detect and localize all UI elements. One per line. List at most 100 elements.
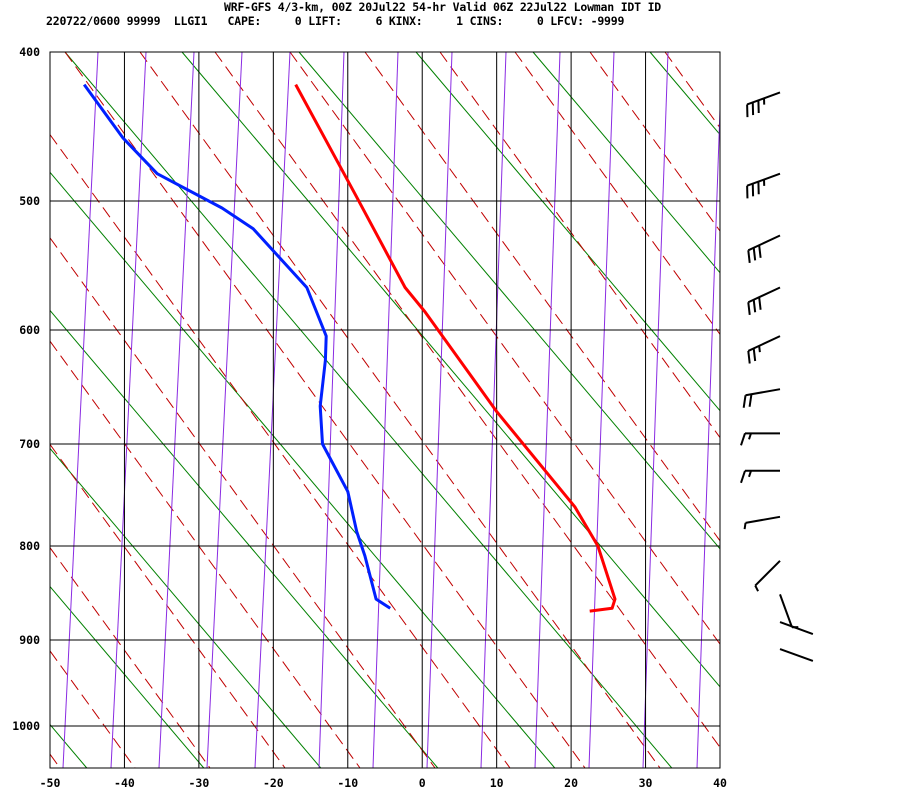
barb-staff [754, 560, 781, 587]
x-tick-label: -20 [263, 776, 284, 790]
barb-half [743, 522, 747, 530]
mixing-ratio-line [696, 109, 721, 769]
wind-barb [747, 335, 781, 364]
ticks: -50 -40 -30 -20 -10 0 10 20 30 40 400 500 600 700 800 9… [12, 45, 727, 790]
moist-adiabat-line [289, 51, 721, 645]
chart-subtitle: 220722/0600 99999 LLGI1 CAPE: 0 LIFT: 6 … [46, 14, 625, 28]
moist-adiabat-line [214, 51, 721, 748]
wind-barb [740, 432, 780, 446]
x-tick-label: -10 [337, 776, 358, 790]
barb-full [747, 302, 751, 315]
y-tick-label: 600 [19, 323, 40, 337]
moist-adiabat-line [49, 134, 511, 769]
mixing-ratio-line [254, 51, 291, 769]
y-tick-label: 900 [19, 633, 40, 647]
mixing-ratio-line [480, 51, 507, 769]
barb-full [748, 394, 753, 407]
moist-adiabat-line [364, 51, 721, 542]
mixing-ratio-line [588, 51, 615, 769]
y-tick-label: 1000 [12, 719, 40, 733]
wind-barb [746, 91, 781, 118]
dry-adiabat-line [532, 51, 721, 273]
barb-staff [779, 648, 814, 662]
moist-adiabat-line [439, 51, 721, 438]
mixing-ratio-line [426, 51, 453, 769]
dry-adiabat-line [49, 310, 439, 769]
moist-adiabat-line [139, 51, 661, 769]
wind-barb [779, 621, 814, 635]
dry-adiabat-line [181, 51, 721, 688]
barb-staff [779, 594, 793, 628]
moist-adiabat-line [49, 650, 136, 769]
moist-adiabat-line [64, 51, 586, 769]
moist-adiabat-line [49, 547, 211, 769]
mixing-ratio-line [372, 51, 399, 769]
barb-half [754, 585, 759, 592]
dry-adiabat-line [49, 586, 205, 769]
dry-adiabat-line [298, 51, 721, 550]
x-tick-label: -50 [40, 776, 61, 790]
dry-adiabat-line [49, 724, 88, 769]
mixing-ratio-line [110, 51, 147, 769]
moist-adiabat-line [664, 51, 721, 129]
temperature-line [294, 83, 617, 613]
mixing-ratio-line [318, 51, 345, 769]
x-tick-label: 0 [419, 776, 426, 790]
series [82, 83, 617, 613]
barb-full [758, 245, 762, 258]
dry-adiabat-line [649, 51, 721, 135]
dry-adiabat-line [415, 51, 721, 412]
y-tick-label: 500 [19, 194, 40, 208]
barb-full [740, 470, 746, 484]
wind-barb [742, 388, 781, 408]
barb-half [748, 470, 752, 478]
wind-barb [754, 560, 781, 592]
barb-half [748, 433, 752, 440]
barb-full [758, 297, 762, 310]
barb-full [752, 247, 757, 261]
grid [49, 51, 721, 769]
x-tick-label: 30 [639, 776, 653, 790]
moist-adiabat-line [49, 340, 361, 769]
x-tick-label: 10 [490, 776, 504, 790]
barb-full [752, 299, 757, 313]
barb-staff [779, 621, 814, 635]
mixing-ratio-line [642, 51, 669, 769]
wind-barbs [740, 91, 814, 662]
y-tick-label: 800 [19, 539, 40, 553]
dewpoint-line [82, 83, 392, 610]
barb-full [747, 250, 751, 263]
wind-barb [740, 469, 780, 484]
dry-adiabat-line [49, 448, 322, 769]
wind-barb [747, 286, 781, 315]
y-tick-label: 400 [19, 45, 40, 59]
x-tick-label: -40 [114, 776, 135, 790]
barb-half [758, 345, 761, 353]
barb-staff [745, 515, 781, 524]
barb-full [740, 433, 746, 446]
x-tick-label: -30 [188, 776, 209, 790]
barb-full [742, 395, 747, 408]
mixing-ratio-line [534, 51, 561, 769]
barb-full [747, 350, 751, 364]
background-lines [49, 51, 721, 769]
dry-adiabat-line [49, 172, 556, 769]
x-tick-label: 20 [564, 776, 578, 790]
x-tick-label: 40 [713, 776, 727, 790]
mixing-ratio-line [158, 51, 195, 769]
barb-full [752, 348, 757, 362]
chart-title: WRF-GFS 4/3-km, 00Z 20Jul22 54-hr Valid … [224, 0, 662, 14]
mixing-ratio-line [206, 51, 243, 769]
mixing-ratio-line [62, 51, 99, 769]
moist-adiabat-line [49, 444, 286, 769]
moist-adiabat-line [49, 753, 61, 769]
wind-barb [779, 648, 814, 662]
y-tick-label: 700 [19, 437, 40, 451]
wind-barb [743, 515, 781, 530]
moist-adiabat-line [49, 237, 436, 769]
moist-adiabat-line [514, 51, 721, 335]
wind-barb [746, 172, 781, 199]
wind-barb [747, 234, 781, 263]
